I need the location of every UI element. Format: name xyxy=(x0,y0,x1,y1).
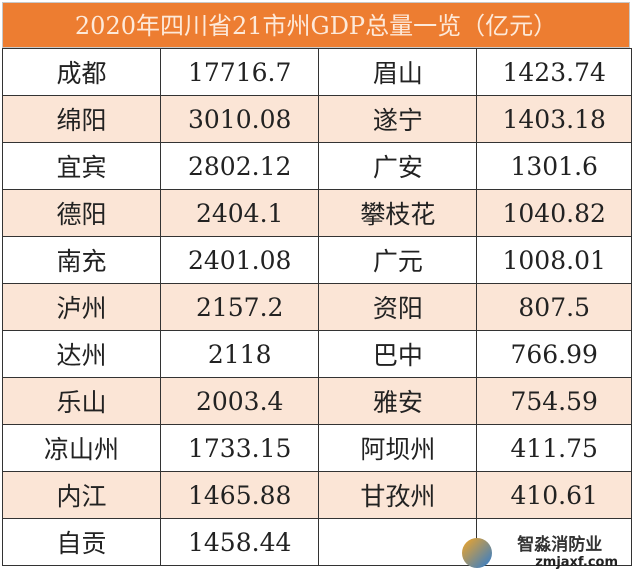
gdp-value: 2003.4 xyxy=(159,377,320,425)
gdp-value: 2401.08 xyxy=(159,236,320,284)
city-name: 德阳 xyxy=(2,189,161,237)
watermark-url: zmjaxf.com xyxy=(535,555,618,570)
table-row: 自贡 1458.44 xyxy=(2,518,632,566)
table-row: 绵阳 3010.08 遂宁 1403.18 xyxy=(2,95,632,143)
city-name: 乐山 xyxy=(2,377,161,425)
brand-logo-icon xyxy=(462,538,492,568)
gdp-value: 1458.44 xyxy=(159,518,320,566)
table-row: 内江 1465.88 甘孜州 410.61 xyxy=(2,471,632,519)
gdp-table: 成都 17716.7 眉山 1423.74 绵阳 3010.08 遂宁 1403.18 宜宾 28… xyxy=(2,48,632,566)
table-row: 泸州 2157.2 资阳 807.5 xyxy=(2,283,632,331)
gdp-value: 2802.12 xyxy=(159,142,320,190)
city-name: 泸州 xyxy=(2,283,161,331)
table-row: 宜宾 2802.12 广安 1301.6 xyxy=(2,142,632,190)
table-row: 乐山 2003.4 雅安 754.59 xyxy=(2,377,632,425)
gdp-value: 2404.1 xyxy=(159,189,320,237)
gdp-value: 807.5 xyxy=(476,283,632,331)
gdp-value: 1040.82 xyxy=(476,189,632,237)
city-name: 绵阳 xyxy=(2,95,161,143)
gdp-value: 17716.7 xyxy=(159,48,320,96)
watermark-brand: 智淼消防业 xyxy=(517,535,603,555)
gdp-value: 754.59 xyxy=(476,377,632,425)
city-name: 巴中 xyxy=(318,330,478,378)
gdp-value: 1301.6 xyxy=(476,142,632,190)
city-name: 阿坝州 xyxy=(318,424,478,472)
city-name: 攀枝花 xyxy=(318,189,478,237)
city-name: 甘孜州 xyxy=(318,471,478,519)
city-name: 资阳 xyxy=(318,283,478,331)
city-name: 眉山 xyxy=(318,48,478,96)
city-name: 凉山州 xyxy=(2,424,161,472)
gdp-value: 2118 xyxy=(159,330,320,378)
gdp-value: 1423.74 xyxy=(476,48,632,96)
table-row: 达州 2118 巴中 766.99 xyxy=(2,330,632,378)
gdp-value: 410.61 xyxy=(476,471,632,519)
gdp-value: 1733.15 xyxy=(159,424,320,472)
city-name: 宜宾 xyxy=(2,142,161,190)
gdp-value: 766.99 xyxy=(476,330,632,378)
city-name: 内江 xyxy=(2,471,161,519)
table-row: 凉山州 1733.15 阿坝州 411.75 xyxy=(2,424,632,472)
city-name: 南充 xyxy=(2,236,161,284)
city-name: 成都 xyxy=(2,48,161,96)
city-name: 自贡 xyxy=(2,518,161,566)
table-row: 成都 17716.7 眉山 1423.74 xyxy=(2,48,632,96)
table-row: 南充 2401.08 广元 1008.01 xyxy=(2,236,632,284)
table-row: 德阳 2404.1 攀枝花 1040.82 xyxy=(2,189,632,237)
gdp-value: 1008.01 xyxy=(476,236,632,284)
gdp-value: 2157.2 xyxy=(159,283,320,331)
city-name: 广元 xyxy=(318,236,478,284)
gdp-value: 411.75 xyxy=(476,424,632,472)
gdp-value: 1403.18 xyxy=(476,95,632,143)
gdp-value: 3010.08 xyxy=(159,95,320,143)
city-name: 广安 xyxy=(318,142,478,190)
city-name xyxy=(318,518,478,566)
gdp-value: 1465.88 xyxy=(159,471,320,519)
table-title: 2020年四川省21市州GDP总量一览（亿元） xyxy=(2,2,630,48)
city-name: 遂宁 xyxy=(318,95,478,143)
watermark: 智淼消防业 zmjaxf.com xyxy=(517,530,618,570)
city-name: 达州 xyxy=(2,330,161,378)
city-name: 雅安 xyxy=(318,377,478,425)
